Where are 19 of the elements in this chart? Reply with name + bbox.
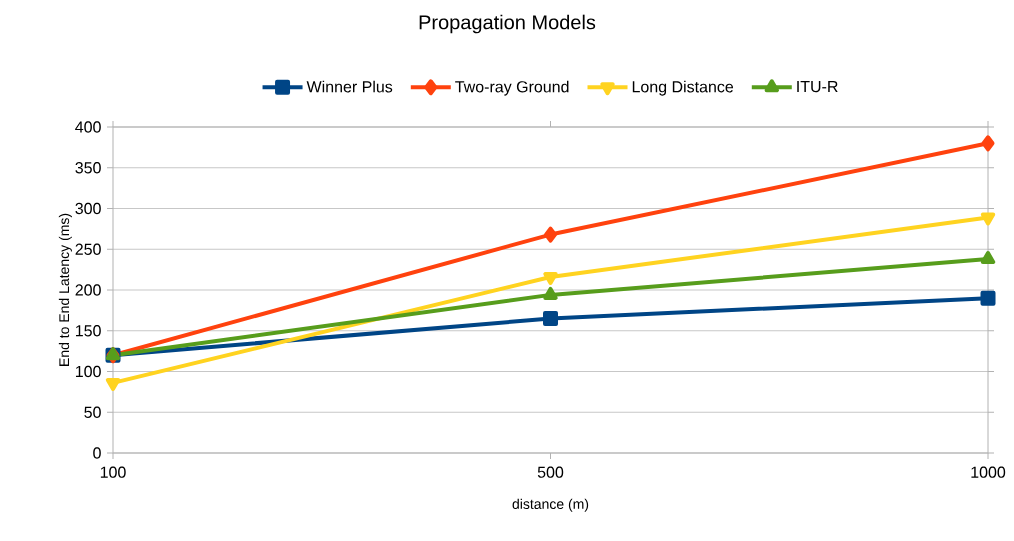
x-tick-label: 500 (537, 466, 564, 478)
y-tick-label: 350 (75, 162, 101, 174)
y-tick-label: 50 (84, 406, 101, 418)
legend-label: Long Distance (632, 80, 734, 96)
y-tick-label: 400 (75, 121, 101, 133)
x-tick-label: 1000 (971, 466, 1006, 478)
y-axis-title: End to End Latency (ms) (58, 213, 72, 366)
legend-label: Winner Plus (306, 80, 393, 93)
y-tick-label: 200 (75, 284, 101, 296)
y-tick-label: 0 (93, 447, 101, 459)
legend-label: ITU-R (797, 81, 838, 93)
chart-title: Propagation Models (419, 14, 596, 34)
y-tick-label: 300 (75, 202, 101, 215)
y-tick-label: 150 (76, 325, 101, 337)
y-tick-label: 100 (76, 365, 101, 378)
legend-label: Two-ray Ground (455, 80, 569, 96)
x-tick-label: 100 (100, 466, 126, 478)
y-tick-label: 250 (75, 243, 101, 255)
x-axis-title: distance (m) (512, 498, 589, 512)
